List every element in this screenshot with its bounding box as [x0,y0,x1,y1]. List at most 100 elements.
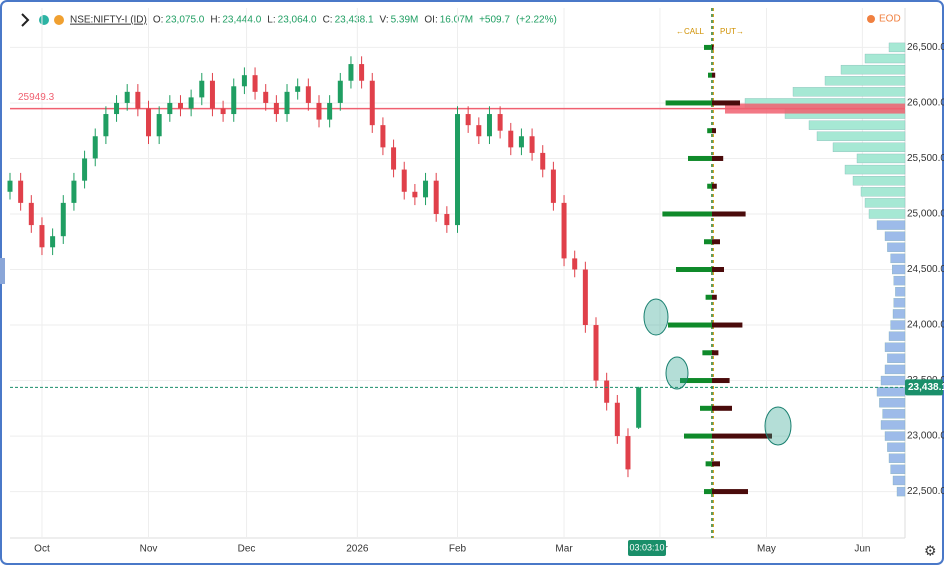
candle-body [209,80,215,109]
y-tick-label: 23,000.0 [907,431,944,442]
volume-profile-bar [856,153,906,164]
candle-body [625,436,631,470]
y-tick-label: 26,500.0 [907,42,944,53]
candle-body [518,136,524,148]
highlight-circle [665,356,689,390]
header-close: 23,438.1 [335,15,374,26]
volume-profile-bar [840,64,906,75]
candle-body [199,80,205,98]
x-tick-label: Oct [34,544,50,555]
call-oi-bar [662,211,712,217]
candle-body [412,191,418,198]
volume-profile-bar [832,142,906,153]
y-tick-label: 26,000.0 [907,98,944,109]
y-tick-label: 22,500.0 [907,486,944,497]
header-v-label: V: [380,15,389,26]
status-dot [39,15,49,25]
candle-body [348,64,354,81]
volume-profile-bar [876,220,906,230]
put-oi-bar [712,239,720,245]
candle-body [135,91,141,109]
candle-body [572,258,578,270]
put-oi-bar [712,405,732,411]
volume-profile-bar [890,253,906,264]
volume-profile-bar [888,42,906,53]
candle-body [241,75,247,87]
candle-body [337,80,343,103]
volume-profile-bar [884,342,906,352]
candle-body [327,102,333,120]
side-handle[interactable] [0,258,5,284]
header-oi-label: OI: [424,15,437,26]
volume-profile-bar [884,364,906,375]
candle-body [614,402,620,437]
candle-body [433,180,439,214]
candle-body [359,64,365,81]
volume-profile-bar [892,309,906,319]
call-oi-bar [704,489,712,495]
candle-body [369,80,375,126]
x-tick-label: 2026 [346,544,369,555]
time-box [628,540,666,556]
put-oi-bar [712,461,720,467]
call-oi-bar [705,461,712,467]
candle-body [295,86,301,92]
candle-body [444,213,450,226]
put-oi-bar [712,155,724,161]
volume-profile-bar [888,453,906,463]
candle-body [582,269,588,326]
candle-body [540,152,546,170]
call-oi-bar [704,239,712,245]
volume-profile-bar [816,131,906,141]
volume-profile-bar [880,375,906,386]
settings-icon[interactable]: ⚙ [924,543,937,559]
y-tick-label: 25,000.0 [907,209,944,220]
candle-body [284,91,290,115]
volume-profile-bar [860,187,906,197]
header-o-label: O: [153,15,164,26]
y-tick-label: 24,000.0 [907,320,944,331]
candle-body [465,114,471,126]
call-oi-bar [702,350,712,356]
volume-profile-bar [876,386,906,397]
x-tick-label: Nov [140,544,158,555]
status-dot [54,15,64,25]
candle-body [114,102,120,115]
call-oi-bar [676,267,712,273]
volume-profile-bar [864,198,906,208]
call-oi-bar [684,433,712,439]
volume-profile-bar [892,475,906,486]
candle-body [273,102,279,115]
call-oi-bar [665,100,712,106]
volume-profile-bar [887,353,906,363]
collapse-icon[interactable] [21,13,30,27]
volume-profile-bar [895,287,906,297]
call-oi-bar [705,294,712,300]
volume-profile-bar [852,176,906,186]
header-l-label: L: [267,15,275,26]
put-oi-bar [712,294,717,300]
volume-profile-bar [887,442,906,452]
call-oi-bar [688,155,712,161]
last-price-box [905,379,943,396]
candle-body [103,114,109,137]
candle-body [167,102,173,115]
volume-profile-bar [792,87,906,97]
call-oi-bar [707,183,712,189]
put-oi-bar [712,183,717,189]
candle-body [423,180,429,198]
header-oi: 16.07M [440,15,473,26]
level-label: 25949.3 [18,92,55,103]
call-oi-bar [707,128,712,134]
put-oi-bar [712,350,719,356]
volume-profile-bar [824,76,906,86]
header-change: +509.7 [479,15,510,26]
volume-profile-bar [893,298,906,308]
put-oi-bar [712,100,740,106]
candle-body [380,125,386,148]
call-oi-bar [708,72,712,78]
volume-profile-bar [868,209,906,219]
volume-profile-bar [892,264,906,275]
candle-body [220,108,226,115]
call-oi-bar [704,44,712,50]
